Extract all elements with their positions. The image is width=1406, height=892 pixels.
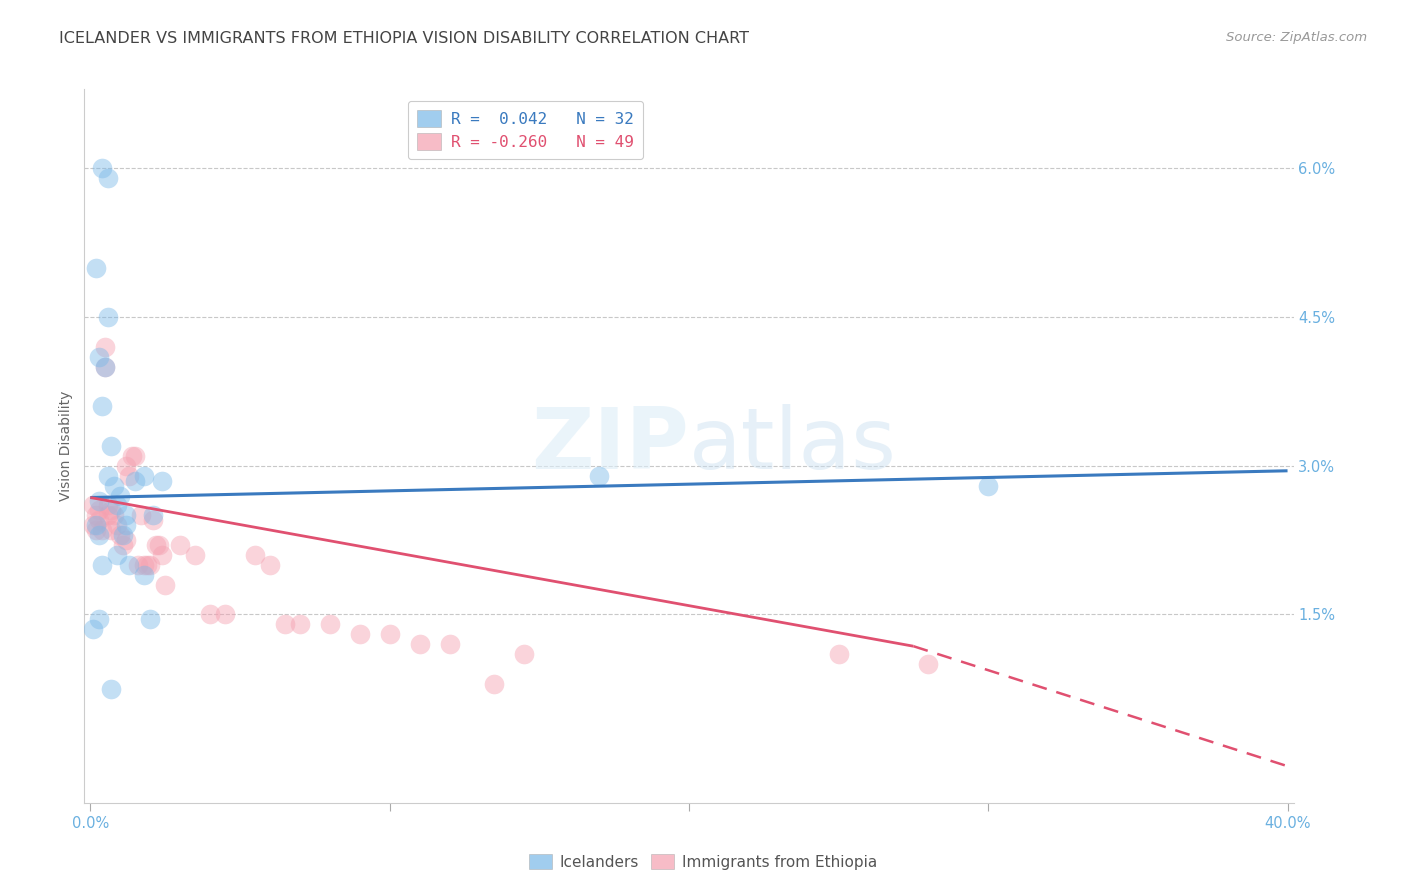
Point bbox=[86, 260, 108, 275]
Point bbox=[169, 538, 191, 552]
Point bbox=[97, 508, 120, 523]
Point bbox=[82, 518, 104, 533]
Point bbox=[118, 558, 141, 572]
Point bbox=[97, 468, 120, 483]
Point bbox=[150, 548, 173, 562]
Text: Source: ZipAtlas.com: Source: ZipAtlas.com bbox=[1226, 31, 1367, 45]
Text: ICELANDER VS IMMIGRANTS FROM ETHIOPIA VISION DISABILITY CORRELATION CHART: ICELANDER VS IMMIGRANTS FROM ETHIOPIA VI… bbox=[59, 31, 749, 46]
Point bbox=[319, 617, 342, 632]
Point bbox=[82, 499, 104, 513]
Point bbox=[94, 340, 117, 354]
Text: atlas: atlas bbox=[689, 404, 897, 488]
Point bbox=[97, 171, 120, 186]
Point bbox=[89, 493, 111, 508]
Point bbox=[148, 538, 170, 552]
Point bbox=[94, 359, 117, 374]
Point bbox=[118, 468, 141, 483]
Point bbox=[97, 499, 120, 513]
Point bbox=[408, 637, 430, 651]
Point bbox=[124, 449, 146, 463]
Point bbox=[91, 558, 114, 572]
Point bbox=[105, 548, 128, 562]
Point bbox=[184, 548, 207, 562]
Point bbox=[214, 607, 236, 622]
Point bbox=[134, 468, 156, 483]
Point bbox=[100, 681, 122, 696]
Point bbox=[134, 567, 156, 582]
Point bbox=[91, 400, 114, 414]
Point bbox=[89, 528, 111, 542]
Point bbox=[115, 518, 138, 533]
Point bbox=[105, 518, 128, 533]
Point bbox=[439, 637, 461, 651]
Point bbox=[94, 359, 117, 374]
Point bbox=[89, 350, 111, 364]
Point bbox=[97, 310, 120, 325]
Point bbox=[484, 677, 506, 691]
Point bbox=[153, 578, 176, 592]
Point bbox=[86, 523, 108, 537]
Point bbox=[145, 538, 167, 552]
Point bbox=[513, 647, 536, 661]
Point bbox=[82, 623, 104, 637]
Point bbox=[100, 503, 122, 517]
Point bbox=[274, 617, 297, 632]
Point bbox=[112, 528, 135, 542]
Point bbox=[129, 508, 152, 523]
Point bbox=[89, 513, 111, 527]
Point bbox=[105, 499, 128, 513]
Point bbox=[103, 508, 125, 523]
Point bbox=[100, 523, 122, 537]
Point bbox=[115, 508, 138, 523]
Point bbox=[142, 508, 165, 523]
Point bbox=[349, 627, 371, 641]
Point bbox=[127, 558, 149, 572]
Point bbox=[136, 558, 159, 572]
Point bbox=[139, 612, 162, 626]
Point bbox=[89, 503, 111, 517]
Point bbox=[243, 548, 266, 562]
Point bbox=[110, 489, 132, 503]
Point bbox=[91, 161, 114, 176]
Point bbox=[198, 607, 221, 622]
Point bbox=[134, 558, 156, 572]
Point bbox=[100, 439, 122, 453]
Point bbox=[86, 508, 108, 523]
Point bbox=[150, 474, 173, 488]
Y-axis label: Vision Disability: Vision Disability bbox=[59, 391, 73, 501]
Point bbox=[91, 523, 114, 537]
Point bbox=[139, 558, 162, 572]
Point bbox=[121, 449, 143, 463]
Point bbox=[103, 478, 125, 492]
Point bbox=[115, 458, 138, 473]
Point bbox=[378, 627, 401, 641]
Point bbox=[288, 617, 311, 632]
Point bbox=[259, 558, 281, 572]
Point bbox=[142, 513, 165, 527]
Point bbox=[115, 533, 138, 548]
Legend: Icelanders, Immigrants from Ethiopia: Icelanders, Immigrants from Ethiopia bbox=[522, 846, 884, 877]
Point bbox=[112, 538, 135, 552]
Point bbox=[124, 474, 146, 488]
Point bbox=[89, 612, 111, 626]
Point bbox=[86, 518, 108, 533]
Point bbox=[977, 478, 1000, 492]
Point bbox=[827, 647, 849, 661]
Text: ZIP: ZIP bbox=[531, 404, 689, 488]
Point bbox=[917, 657, 939, 671]
Point bbox=[588, 468, 610, 483]
Point bbox=[110, 528, 132, 542]
Legend: R =  0.042   N = 32, R = -0.260   N = 49: R = 0.042 N = 32, R = -0.260 N = 49 bbox=[408, 101, 644, 160]
